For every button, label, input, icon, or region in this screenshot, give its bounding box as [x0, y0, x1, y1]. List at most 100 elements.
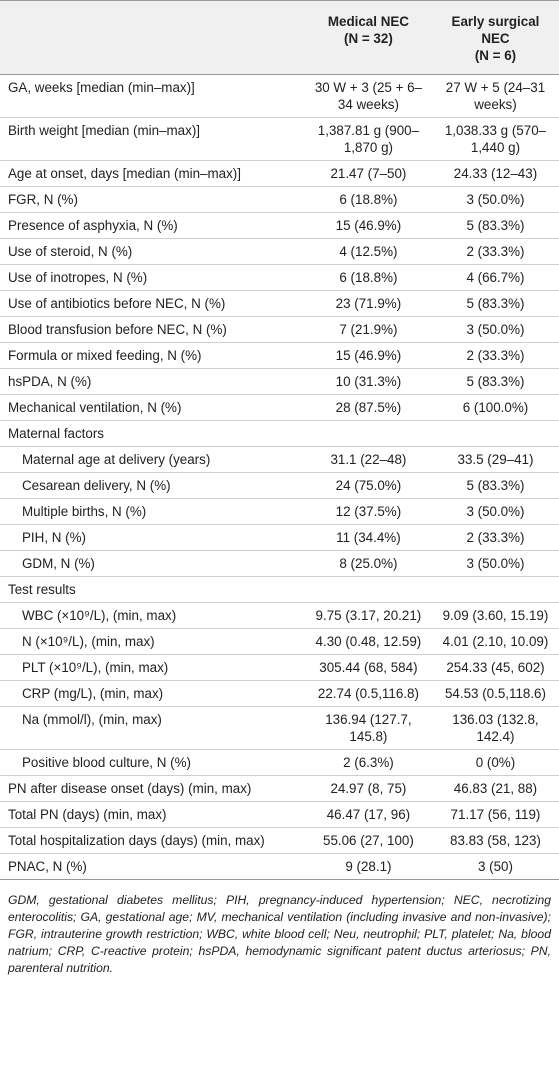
table-row: hsPDA, N (%) 10 (31.3%) 5 (83.3%): [0, 368, 559, 395]
row-label: Na (mmol/l), (min, max): [0, 706, 305, 750]
table-row: Presence of asphyxia, N (%) 15 (46.9%) 5 (…: [0, 212, 559, 239]
header-line: (N = 6): [474, 48, 517, 63]
group-row: Maternal factors: [0, 420, 559, 447]
value-cell: 1,038.33 g (570–1,440 g): [431, 117, 559, 161]
row-label: Total hospitalization days (days) (min, …: [0, 827, 305, 854]
value-cell: 4.01 (2.10, 10.09): [431, 628, 559, 655]
value-cell: 2 (33.3%): [431, 238, 559, 265]
value-cell: 5 (83.3%): [431, 212, 559, 239]
value-cell: 24.97 (8, 75): [304, 775, 432, 802]
table-row: Blood transfusion before NEC, N (%) 7 (21…: [0, 316, 559, 343]
table-row: WBC (×10⁹/L), (min, max) 9.75 (3.17, 20.2…: [0, 602, 559, 629]
value-cell: 2 (33.3%): [431, 524, 559, 551]
value-cell: 46.83 (21, 88): [431, 775, 559, 802]
row-label: GA, weeks [median (min–max)]: [0, 74, 305, 118]
row-label: Birth weight [median (min–max)]: [0, 117, 305, 161]
row-label: PNAC, N (%): [0, 853, 305, 880]
value-cell: 4.30 (0.48, 12.59): [304, 628, 432, 655]
value-cell: 24 (75.0%): [304, 472, 432, 499]
row-label: Use of antibiotics before NEC, N (%): [0, 290, 305, 317]
header-cell: Early surgical NEC (N = 6): [431, 0, 559, 75]
group-title: Maternal factors: [0, 420, 559, 447]
value-cell: 9.09 (3.60, 15.19): [431, 602, 559, 629]
table-row: Total hospitalization days (days) (min, …: [0, 827, 559, 854]
table-row: Mechanical ventilation, N (%) 28 (87.5%) 6…: [0, 394, 559, 421]
row-label: PN after disease onset (days) (min, max): [0, 775, 305, 802]
group-title: Test results: [0, 576, 559, 603]
value-cell: 22.74 (0.5,116.8): [304, 680, 432, 707]
value-cell: 3 (50.0%): [431, 186, 559, 213]
row-label: WBC (×10⁹/L), (min, max): [0, 602, 305, 629]
value-cell: 5 (83.3%): [431, 290, 559, 317]
table-row: Use of inotropes, N (%) 6 (18.8%) 4 (66.7%…: [0, 264, 559, 291]
row-label: Maternal age at delivery (years): [0, 446, 305, 473]
header-line: Early surgical: [451, 14, 540, 29]
row-label: Age at onset, days [median (min–max)]: [0, 160, 305, 187]
value-cell: 28 (87.5%): [304, 394, 432, 421]
value-cell: 24.33 (12–43): [431, 160, 559, 187]
header-row: Medical NEC (N = 32) Early surgical NEC (N =…: [0, 0, 559, 75]
value-cell: 12 (37.5%): [304, 498, 432, 525]
row-label: Total PN (days) (min, max): [0, 801, 305, 828]
table-row: PN after disease onset (days) (min, max)…: [0, 775, 559, 802]
table-row: Use of antibiotics before NEC, N (%) 23 (…: [0, 290, 559, 317]
value-cell: 27 W + 5 (24–31 weeks): [431, 74, 559, 118]
value-cell: 15 (46.9%): [304, 342, 432, 369]
table-header: Medical NEC (N = 32) Early surgical NEC (N =…: [0, 0, 559, 75]
row-label: Mechanical ventilation, N (%): [0, 394, 305, 421]
value-cell: 31.1 (22–48): [304, 446, 432, 473]
header-line: NEC: [481, 31, 510, 46]
row-label: Cesarean delivery, N (%): [0, 472, 305, 499]
table-row: Birth weight [median (min–max)] 1,387.81 …: [0, 117, 559, 161]
row-label: Blood transfusion before NEC, N (%): [0, 316, 305, 343]
table-row: Multiple births, N (%) 12 (37.5%) 3 (50.0%…: [0, 498, 559, 525]
value-cell: 2 (33.3%): [431, 342, 559, 369]
value-cell: 4 (12.5%): [304, 238, 432, 265]
value-cell: 55.06 (27, 100): [304, 827, 432, 854]
value-cell: 6 (100.0%): [431, 394, 559, 421]
table-row: PLT (×10⁹/L), (min, max) 305.44 (68, 584)…: [0, 654, 559, 681]
value-cell: 30 W + 3 (25 + 6–34 weeks): [304, 74, 432, 118]
row-label: PLT (×10⁹/L), (min, max): [0, 654, 305, 681]
value-cell: 7 (21.9%): [304, 316, 432, 343]
row-label: Formula or mixed feeding, N (%): [0, 342, 305, 369]
value-cell: 11 (34.4%): [304, 524, 432, 551]
value-cell: 3 (50.0%): [431, 316, 559, 343]
value-cell: 46.47 (17, 96): [304, 801, 432, 828]
row-label: FGR, N (%): [0, 186, 305, 213]
table-row: Use of steroid, N (%) 4 (12.5%) 2 (33.3%): [0, 238, 559, 265]
value-cell: 5 (83.3%): [431, 368, 559, 395]
header-cell: [0, 0, 305, 75]
table-row: Total PN (days) (min, max) 46.47 (17, 96)…: [0, 801, 559, 828]
row-label: PIH, N (%): [0, 524, 305, 551]
row-label: Multiple births, N (%): [0, 498, 305, 525]
row-label: Presence of asphyxia, N (%): [0, 212, 305, 239]
table-row: CRP (mg/L), (min, max) 22.74 (0.5,116.8) 5…: [0, 680, 559, 707]
value-cell: 2 (6.3%): [304, 749, 432, 776]
table-row: PIH, N (%) 11 (34.4%) 2 (33.3%): [0, 524, 559, 551]
table-row: PNAC, N (%) 9 (28.1) 3 (50): [0, 853, 559, 880]
value-cell: 6 (18.8%): [304, 264, 432, 291]
row-label: Use of steroid, N (%): [0, 238, 305, 265]
header-cell: Medical NEC (N = 32): [304, 0, 432, 75]
value-cell: 3 (50.0%): [431, 498, 559, 525]
footnote: GDM, gestational diabetes mellitus; PIH,…: [8, 893, 551, 975]
table-row: Cesarean delivery, N (%) 24 (75.0%) 5 (83.…: [0, 472, 559, 499]
header-line: (N = 32): [344, 31, 393, 46]
value-cell: 9.75 (3.17, 20.21): [304, 602, 432, 629]
row-label: Positive blood culture, N (%): [0, 749, 305, 776]
value-cell: 1,387.81 g (900–1,870 g): [304, 117, 432, 161]
row-label: hsPDA, N (%): [0, 368, 305, 395]
value-cell: 254.33 (45, 602): [431, 654, 559, 681]
value-cell: 5 (83.3%): [431, 472, 559, 499]
table-body: GA, weeks [median (min–max)] 30 W + 3 (25…: [0, 74, 559, 880]
header-line: Medical NEC: [327, 14, 409, 29]
table-row: FGR, N (%) 6 (18.8%) 3 (50.0%): [0, 186, 559, 213]
table-row: Age at onset, days [median (min–max)] 21.…: [0, 160, 559, 187]
data-table: Medical NEC (N = 32) Early surgical NEC (N =…: [0, 0, 559, 880]
table-row: Positive blood culture, N (%) 2 (6.3%) 0 (…: [0, 749, 559, 776]
value-cell: 136.94 (127.7, 145.8): [304, 706, 432, 750]
document: Medical NEC (N = 32) Early surgical NEC (N =…: [0, 0, 559, 975]
value-cell: 8 (25.0%): [304, 550, 432, 577]
table-row: N (×10⁹/L), (min, max) 4.30 (0.48, 12.59)…: [0, 628, 559, 655]
